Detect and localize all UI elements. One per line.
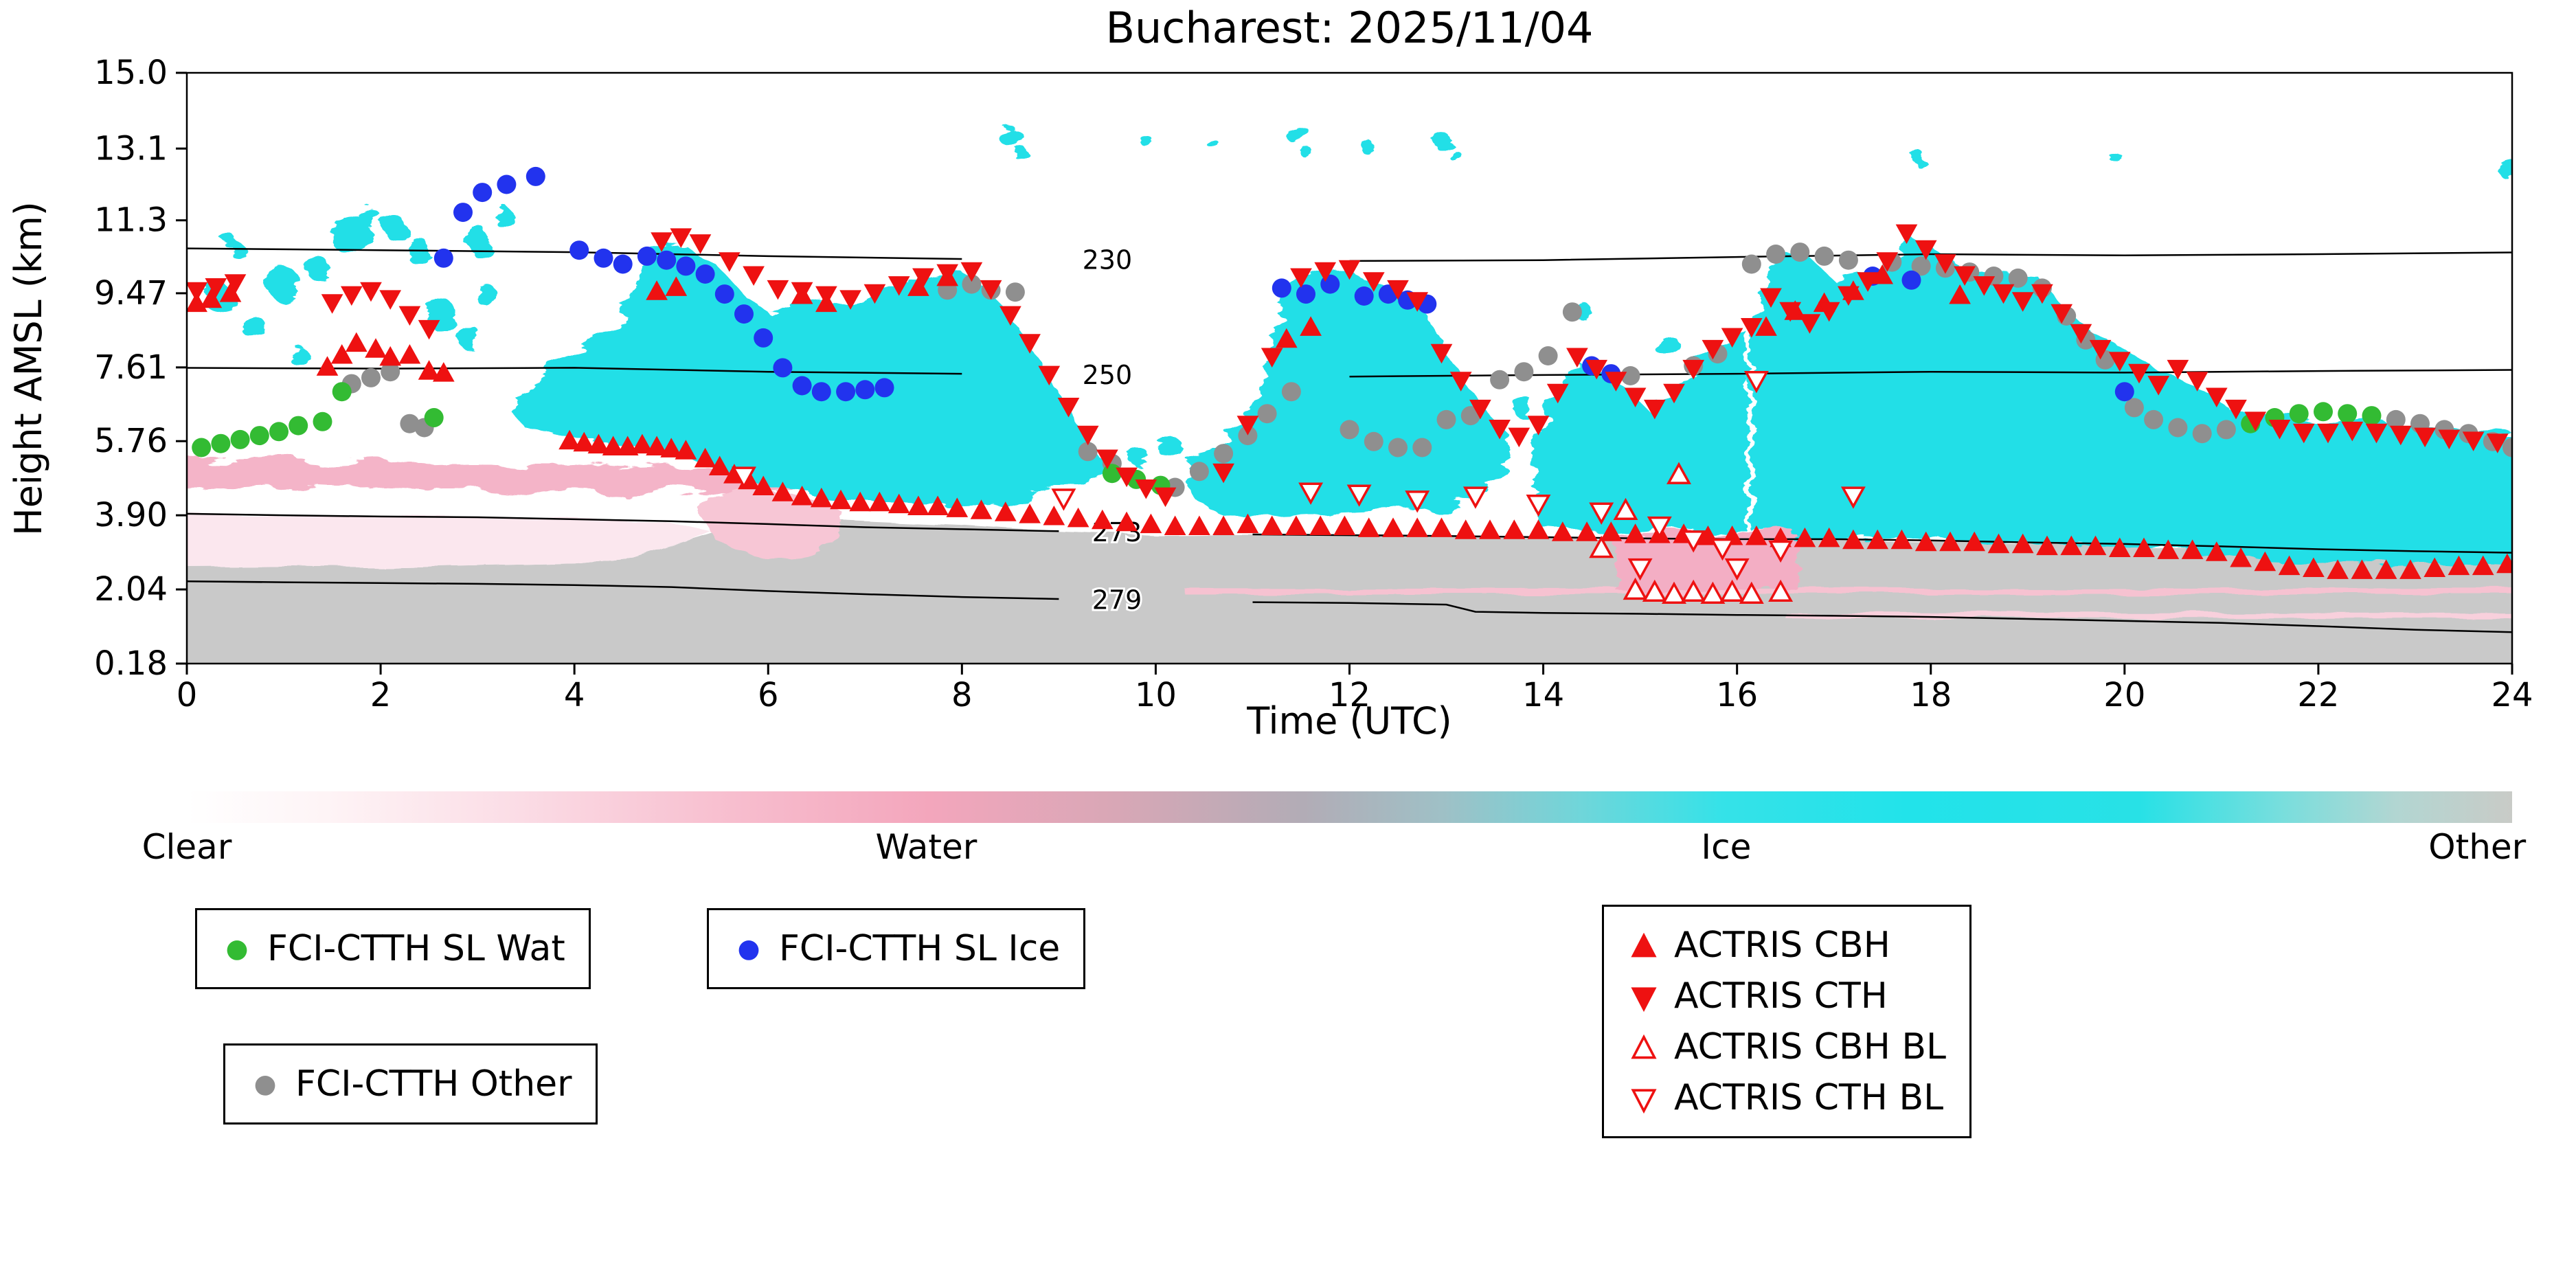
- y-axis-label-wrap: Height AMSL (km): [4, 73, 52, 664]
- series-actris-cbh-bl: [1589, 462, 1794, 604]
- legend-label: ACTRIS CBH: [1674, 925, 1890, 966]
- region-water-thin-line-low: [1785, 612, 2512, 618]
- legend-box3: FCI-CTTH Other: [223, 1043, 598, 1125]
- region-ice-mid: [1184, 270, 1515, 517]
- legend-entry: ACTRIS CTH BL: [1627, 1077, 1946, 1118]
- series-actris-cth: [187, 224, 2509, 508]
- legend-box1: FCI-CTTH SL Wat: [195, 908, 591, 989]
- region-water-streak-left: [187, 458, 802, 495]
- x-tick-label: 4: [564, 676, 585, 714]
- legend-entry: ACTRIS CTH: [1627, 975, 1946, 1017]
- region-water-mid-blocks: [1616, 532, 1798, 594]
- y-axis-label: Height AMSL (km): [6, 201, 50, 536]
- colorbar-label-ice: Ice: [1701, 827, 1752, 867]
- cth-bl-marker-icon: [1631, 1089, 1657, 1114]
- legend-label: FCI-CTTH SL Ice: [779, 928, 1061, 969]
- x-tick-label: 20: [2103, 676, 2145, 714]
- x-tick-label: 22: [2297, 676, 2339, 714]
- y-tick-label: 2.04: [94, 570, 168, 609]
- colorbar-label-clear: Clear: [142, 827, 232, 867]
- cth-marker-icon: [1631, 987, 1657, 1013]
- y-tick-label: 11.3: [94, 201, 168, 240]
- cbh-marker-icon: [1631, 932, 1657, 958]
- x-tick-label: 6: [758, 676, 779, 714]
- y-tick-label: 7.61: [94, 348, 168, 387]
- sl-ice-marker-icon: [738, 940, 759, 960]
- legend-entry: FCI-CTTH Other: [249, 1063, 572, 1105]
- x-axis-label: Time (UTC): [1247, 699, 1452, 743]
- legend-entry: FCI-CTTH SL Ice: [732, 928, 1060, 969]
- legend-label: ACTRIS CTH BL: [1674, 1077, 1944, 1118]
- colorbar-labels: Clear Water Ice Other: [142, 827, 2527, 871]
- region-water-thin-line: [1184, 588, 2512, 594]
- legend-label: FCI-CTTH Other: [295, 1063, 572, 1105]
- contour-label-250: 250: [1083, 360, 1133, 390]
- y-tick-label: 5.76: [94, 422, 168, 460]
- classification-field: [187, 120, 2512, 664]
- legend-box2: FCI-CTTH SL Ice: [707, 908, 1086, 989]
- y-tick-label: 15.0: [94, 54, 168, 92]
- colorbar-label-water: Water: [875, 827, 978, 867]
- y-tick-label: 3.90: [94, 496, 168, 534]
- y-tick-label: 13.1: [94, 129, 168, 168]
- legend-entry: FCI-CTTH SL Wat: [221, 928, 565, 969]
- legend-entry: ACTRIS CBH BL: [1627, 1026, 1946, 1067]
- x-tick-label: 2: [370, 676, 392, 714]
- contour-label-279: 279: [1092, 585, 1142, 615]
- legend-box4: ACTRIS CBH ACTRIS CTH ACTRIS CBH BL ACTRIS …: [1602, 905, 1971, 1138]
- colorbar-label-other: Other: [2428, 827, 2527, 867]
- region-clear-pink-band-left: [187, 513, 710, 567]
- x-tick-label: 0: [177, 676, 198, 714]
- x-tick-label: 18: [1910, 676, 1952, 714]
- series-fci-ctth-other: [341, 242, 2512, 497]
- series-actris-cth-bl: [732, 371, 1866, 581]
- x-tick-label: 12: [1329, 676, 1370, 714]
- sl-water-marker-icon: [227, 940, 247, 960]
- x-tick-label: 24: [2491, 676, 2533, 714]
- cbh-bl-marker-icon: [1631, 1034, 1657, 1059]
- chart-title: Bucharest: 2025/11/04: [1105, 3, 1594, 53]
- y-tick-label: 9.47: [94, 274, 168, 313]
- x-tick-label: 8: [951, 676, 973, 714]
- legend-label: ACTRIS CTH: [1674, 975, 1888, 1017]
- legend-label: FCI-CTTH SL Wat: [267, 928, 565, 969]
- y-tick-label: 0.18: [94, 644, 168, 683]
- region-ice-mid2: [1528, 332, 1747, 534]
- series-fci-ctth-sl-ice: [433, 166, 2134, 402]
- series-actris-cbh: [187, 264, 2512, 579]
- legend-entry: ACTRIS CBH: [1627, 925, 1946, 966]
- other-marker-icon: [255, 1076, 275, 1096]
- scatter-markers: [187, 166, 2512, 604]
- x-tick-label: 16: [1716, 676, 1758, 714]
- x-tick-label: 10: [1135, 676, 1177, 714]
- axes: 0 2 4 6 8 10 12 14 16 18 20 22 2415.013.111.39.477.6…: [94, 54, 2533, 714]
- contour-label-230: 230: [1083, 245, 1133, 275]
- x-tick-label: 14: [1522, 676, 1564, 714]
- legend-label: ACTRIS CBH BL: [1674, 1026, 1946, 1067]
- colorbar: [187, 791, 2512, 823]
